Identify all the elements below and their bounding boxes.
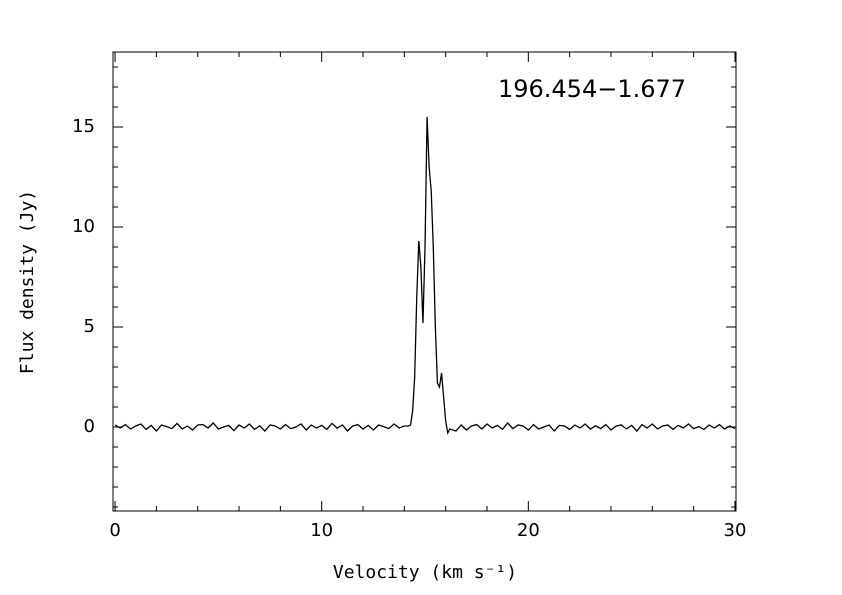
y-axis-label: Flux density (Jy) [17, 190, 38, 374]
y-tick-label: 10 [72, 216, 95, 237]
x-tick-label: 20 [517, 520, 540, 541]
x-tick-label: 30 [724, 520, 747, 541]
spectrum-line [114, 116, 736, 436]
y-tick-label: 15 [72, 116, 95, 137]
x-tick-label: 0 [109, 520, 120, 541]
annotation: 196.454−1.677 [498, 75, 686, 103]
y-tick-label: 0 [84, 416, 95, 437]
x-tick-label: 10 [310, 520, 333, 541]
x-axis-label: Velocity (km s⁻¹) [333, 562, 517, 583]
y-tick-label: 5 [84, 316, 95, 337]
plot-frame [112, 51, 737, 512]
